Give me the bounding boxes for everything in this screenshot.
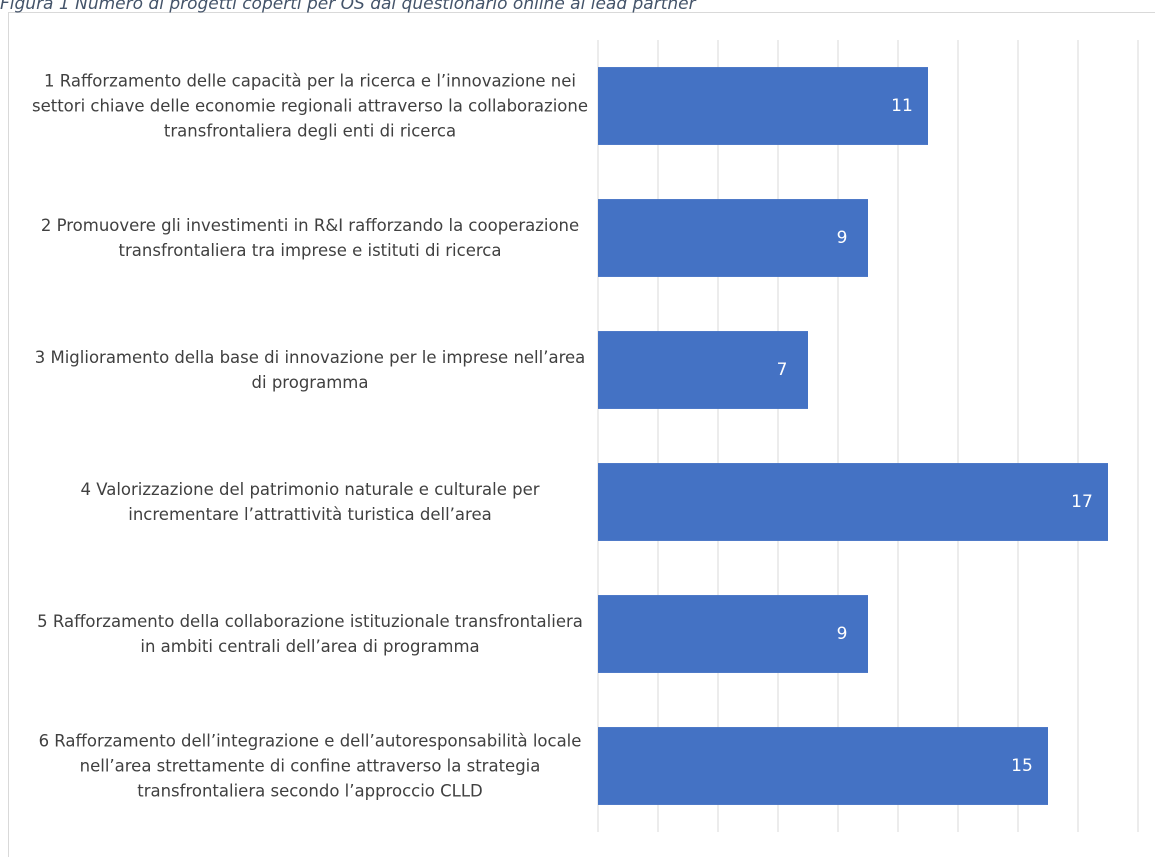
category-label: 2 Promuovere gli investimenti in R&I raf…	[40, 216, 580, 260]
bar	[598, 199, 868, 277]
data-label: 9	[837, 228, 848, 248]
category-label: 6 Rafforzamento dell’integrazione e dell…	[38, 731, 582, 801]
chart-title: Figura 1 Numero di progetti coperti per …	[0, 0, 697, 14]
data-label: 9	[837, 624, 848, 644]
bar	[598, 727, 1048, 805]
data-label: 7	[777, 360, 788, 380]
bar	[598, 595, 868, 673]
bar	[598, 463, 1108, 541]
data-label: 17	[1071, 492, 1093, 512]
bar	[598, 331, 808, 409]
bar	[598, 67, 928, 145]
data-label: 11	[891, 96, 913, 116]
category-label: 5 Rafforzamento della collaborazione ist…	[37, 612, 583, 656]
category-label: 3 Miglioramento della base di innovazion…	[34, 348, 586, 392]
category-label: 4 Valorizzazione del patrimonio naturale…	[80, 480, 540, 524]
chart-border	[8, 12, 1155, 857]
category-label: 1 Rafforzamento delle capacità per la ri…	[32, 71, 588, 141]
data-label: 15	[1011, 756, 1033, 776]
